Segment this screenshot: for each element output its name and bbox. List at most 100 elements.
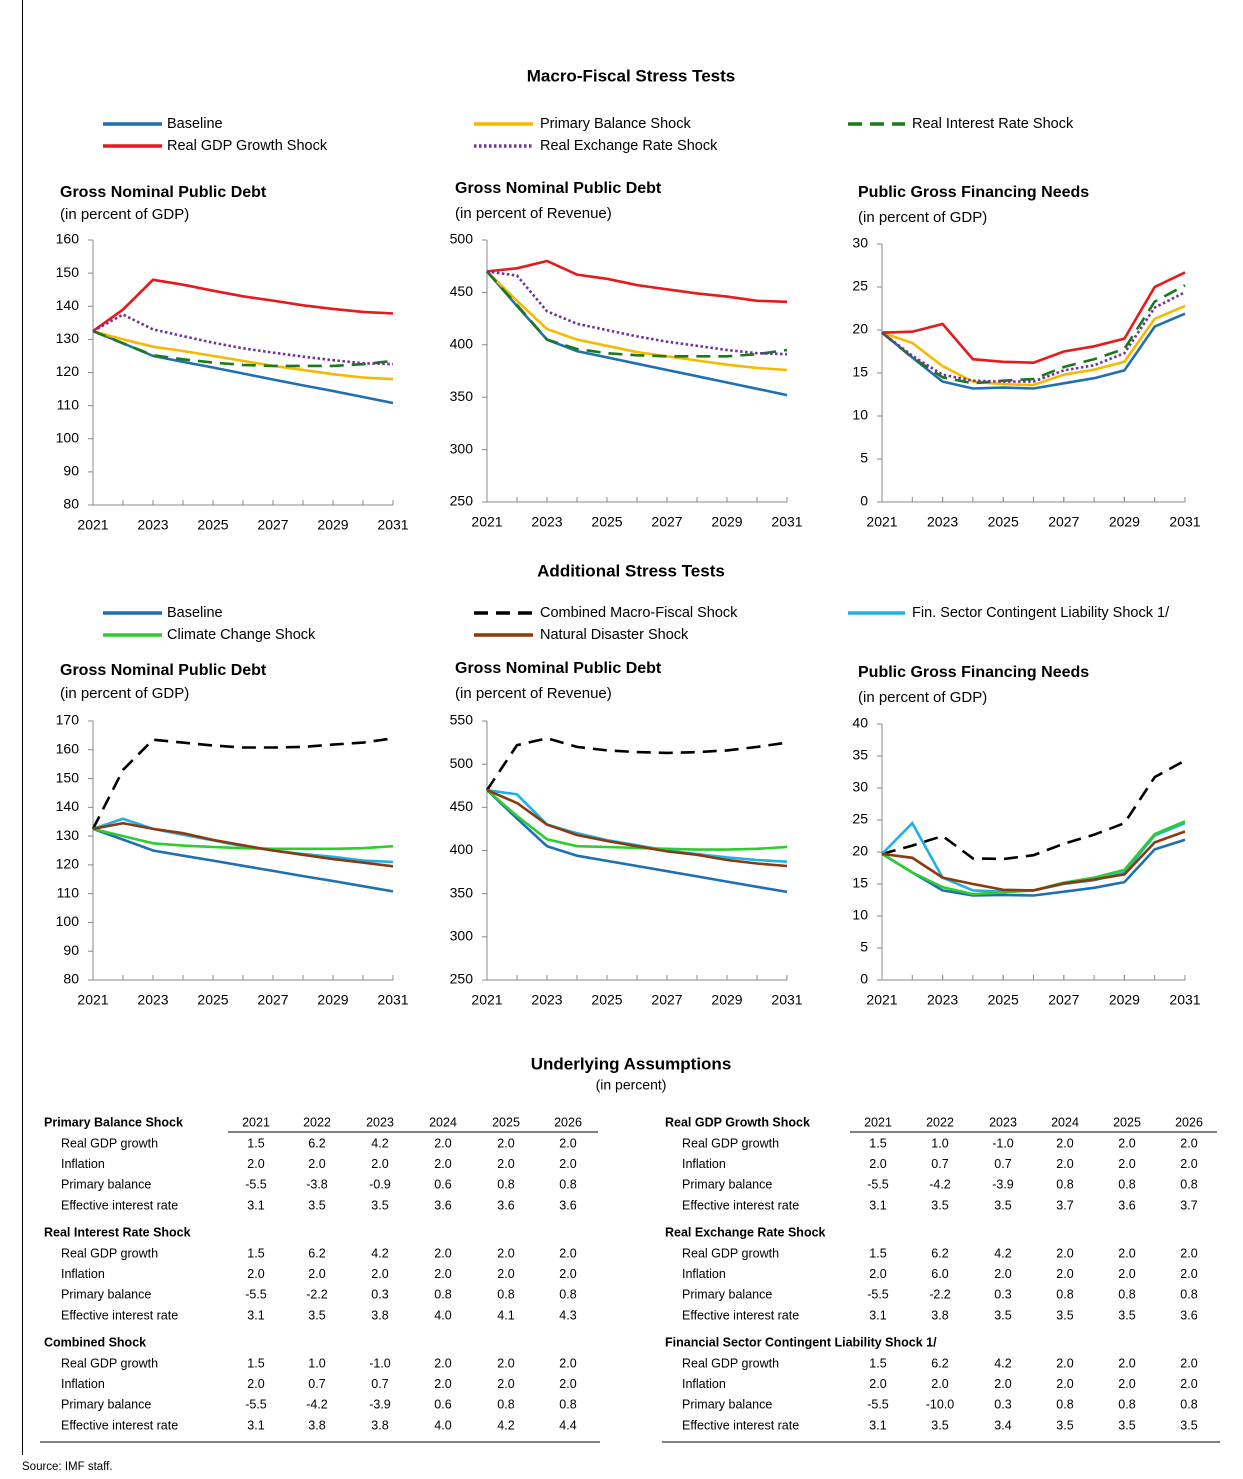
cell: 3.5 bbox=[308, 1308, 325, 1322]
cell: -5.5 bbox=[867, 1178, 889, 1192]
series-line bbox=[486, 259, 788, 304]
y-tick-label: 90 bbox=[63, 942, 79, 958]
y-tick-label: 120 bbox=[56, 363, 80, 379]
cell: 2.0 bbox=[1056, 1136, 1073, 1150]
series-line bbox=[486, 270, 788, 372]
row-label: Primary balance bbox=[61, 1178, 151, 1192]
series-line bbox=[881, 284, 1186, 385]
y-tick-label: 130 bbox=[56, 827, 80, 843]
cell: 3.1 bbox=[869, 1418, 886, 1432]
cell: 3.6 bbox=[497, 1198, 514, 1212]
series-line bbox=[91, 737, 394, 830]
y-tick-label: 25 bbox=[852, 811, 868, 827]
cell: 4.4 bbox=[559, 1418, 576, 1432]
y-tick-label: 100 bbox=[56, 429, 80, 445]
cell: 1.5 bbox=[869, 1136, 886, 1150]
row-label: Primary balance bbox=[682, 1288, 772, 1302]
series-line bbox=[486, 788, 788, 868]
cell: 0.7 bbox=[994, 1157, 1011, 1171]
y-tick-label: 160 bbox=[56, 231, 80, 247]
row-label: Effective interest rate bbox=[61, 1418, 178, 1432]
row-label: Real GDP growth bbox=[61, 1246, 158, 1260]
legend-label: Baseline bbox=[167, 605, 223, 621]
x-tick-label: 2025 bbox=[591, 514, 622, 530]
cell: -1.0 bbox=[992, 1136, 1014, 1150]
x-tick-label: 2027 bbox=[257, 992, 288, 1008]
y-tick-label: 90 bbox=[63, 463, 79, 479]
cell: -5.5 bbox=[245, 1288, 267, 1302]
series-line bbox=[92, 827, 394, 851]
series-line bbox=[486, 789, 788, 894]
chart-title: Public Gross Financing Needs bbox=[858, 664, 1089, 681]
x-tick-label: 2023 bbox=[531, 514, 562, 530]
y-tick-label: 450 bbox=[450, 798, 474, 814]
cell: 2.0 bbox=[247, 1267, 264, 1281]
row-label: Inflation bbox=[682, 1267, 726, 1281]
cell: 2.0 bbox=[434, 1267, 451, 1281]
cell: 3.1 bbox=[247, 1198, 264, 1212]
chart-title: Gross Nominal Public Debt bbox=[455, 660, 662, 677]
x-tick-label: 2025 bbox=[197, 992, 228, 1008]
cell: 6.2 bbox=[931, 1246, 948, 1260]
cell: 2.0 bbox=[1118, 1267, 1135, 1281]
cell: 3.6 bbox=[1180, 1308, 1197, 1322]
cell: 1.5 bbox=[869, 1246, 886, 1260]
cell: 4.2 bbox=[371, 1136, 388, 1150]
x-tick-label: 2029 bbox=[1109, 992, 1140, 1008]
cell: -3.8 bbox=[306, 1178, 328, 1192]
cell: 0.8 bbox=[1180, 1178, 1197, 1192]
y-tick-label: 35 bbox=[852, 747, 868, 763]
legend-label: Real GDP Growth Shock bbox=[167, 138, 328, 154]
x-tick-label: 2021 bbox=[77, 992, 108, 1008]
cell: 0.8 bbox=[1180, 1398, 1197, 1412]
cell: 3.8 bbox=[931, 1308, 948, 1322]
row-label: Primary balance bbox=[682, 1178, 772, 1192]
cell: 1.0 bbox=[931, 1136, 948, 1150]
y-tick-label: 30 bbox=[852, 235, 868, 251]
cell: 2.0 bbox=[434, 1356, 451, 1370]
row-label: Real GDP growth bbox=[682, 1246, 779, 1260]
cell: 2.0 bbox=[559, 1157, 576, 1171]
cell: 2.0 bbox=[371, 1157, 388, 1171]
cell: 0.8 bbox=[434, 1288, 451, 1302]
y-tick-label: 5 bbox=[860, 450, 868, 466]
chart-title: Public Gross Financing Needs bbox=[858, 184, 1089, 201]
x-tick-label: 2021 bbox=[866, 514, 897, 530]
cell: 2.0 bbox=[247, 1377, 264, 1391]
cell: 2.0 bbox=[434, 1377, 451, 1391]
chart-subtitle: (in percent of GDP) bbox=[858, 209, 987, 226]
cell: 3.7 bbox=[1180, 1198, 1197, 1212]
cell: 0.8 bbox=[497, 1178, 514, 1192]
cell: 0.8 bbox=[1180, 1288, 1197, 1302]
x-tick-label: 2023 bbox=[927, 992, 958, 1008]
cell: 1.5 bbox=[869, 1356, 886, 1370]
series-line bbox=[92, 827, 394, 893]
chart-subtitle: (in percent of GDP) bbox=[858, 689, 987, 706]
y-tick-label: 80 bbox=[63, 496, 79, 512]
row-label: Effective interest rate bbox=[682, 1418, 799, 1432]
series-line bbox=[486, 788, 788, 863]
cell: 0.3 bbox=[994, 1398, 1011, 1412]
cell: 2.0 bbox=[559, 1136, 576, 1150]
row-label: Effective interest rate bbox=[682, 1308, 799, 1322]
cell: 2.0 bbox=[1056, 1267, 1073, 1281]
y-tick-label: 450 bbox=[450, 283, 474, 299]
series-line bbox=[486, 789, 788, 851]
cell: 3.1 bbox=[247, 1418, 264, 1432]
cell: 4.3 bbox=[559, 1308, 576, 1322]
x-tick-label: 2031 bbox=[377, 992, 408, 1008]
series-line bbox=[881, 312, 1186, 390]
chart-title: Gross Nominal Public Debt bbox=[455, 180, 662, 197]
x-tick-label: 2031 bbox=[1169, 514, 1200, 530]
cell: 3.5 bbox=[308, 1198, 325, 1212]
row-label: Effective interest rate bbox=[61, 1198, 178, 1212]
y-tick-label: 250 bbox=[450, 971, 474, 987]
cell: 0.7 bbox=[931, 1157, 948, 1171]
row-label: Effective interest rate bbox=[61, 1308, 178, 1322]
cell: -5.5 bbox=[245, 1178, 267, 1192]
cell: 2.0 bbox=[994, 1267, 1011, 1281]
cell: 2.0 bbox=[869, 1157, 886, 1171]
chart-subtitle: (in percent of GDP) bbox=[60, 206, 189, 223]
series-line bbox=[92, 313, 394, 366]
cell: -4.2 bbox=[306, 1398, 328, 1412]
